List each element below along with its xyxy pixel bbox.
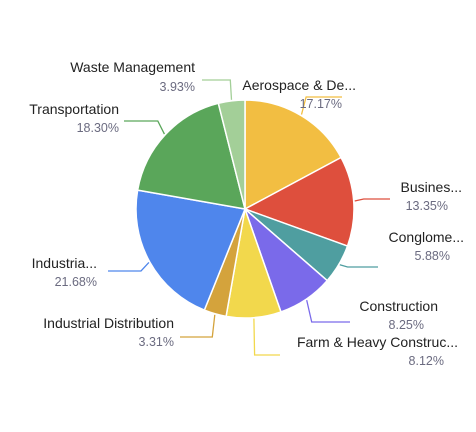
slice-label: Farm & Heavy Construc... — [297, 334, 458, 350]
pie-slice[interactable] — [135, 189, 247, 312]
slice-label: Aerospace & De... — [242, 77, 356, 93]
slice-percent-label: 5.88% — [415, 249, 450, 263]
leader-line — [202, 79, 233, 100]
leader-line — [253, 318, 280, 356]
slice-percent-label: 8.12% — [409, 354, 444, 368]
leader-line — [306, 299, 350, 323]
leader-line — [124, 120, 165, 135]
slice-percent-label: 13.35% — [406, 199, 448, 213]
slice-label: Busines... — [401, 179, 462, 195]
slice-percent-label: 3.93% — [160, 80, 195, 94]
pie-slice[interactable] — [217, 99, 246, 210]
slice-label: Conglome... — [389, 229, 464, 245]
slice-percent-label: 17.17% — [300, 97, 342, 111]
pie-slice[interactable] — [244, 99, 343, 211]
pie-slice[interactable] — [136, 102, 247, 210]
pie-slices — [135, 99, 355, 319]
leader-line — [180, 314, 216, 338]
slice-label: Industrial Distribution — [43, 315, 174, 331]
slice-label: Construction — [359, 298, 438, 314]
slice-label: Industria... — [32, 255, 97, 271]
slice-label: Waste Management — [70, 59, 195, 75]
slice-percent-label: 21.68% — [55, 275, 97, 289]
slice-percent-label: 18.30% — [77, 121, 119, 135]
pie-slice[interactable] — [243, 156, 355, 248]
leader-line — [354, 198, 390, 202]
leader-line — [339, 264, 378, 268]
slice-label: Transportation — [29, 101, 119, 117]
leader-line — [108, 261, 150, 272]
slice-percent-label: 8.25% — [389, 318, 424, 332]
leader-line — [300, 96, 342, 115]
slice-percent-label: 3.31% — [139, 335, 174, 349]
pie-labels: Aerospace & De... 17.17% Busines... 13.35% C… — [29, 59, 464, 368]
